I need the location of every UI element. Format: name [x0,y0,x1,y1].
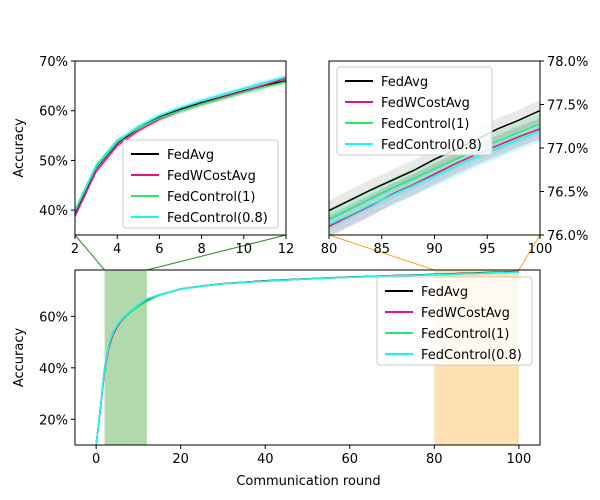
y-axis-label: Accuracy [12,328,27,388]
x-tick-label: 95 [479,242,496,257]
series-line [329,128,540,227]
x-tick-label: 80 [321,242,338,257]
legend-label: FedControl(1) [421,327,509,342]
plot-frame [74,60,287,236]
y-tick-label: 20% [39,413,68,428]
legend-frame [122,139,279,229]
y-tick-label: 60% [39,310,68,325]
series-line [329,129,540,226]
x-tick-label: 40 [257,452,274,467]
full-panel: 0 20 40 60 80 100 20% 40% 60% Accuracy Communicati… [12,269,541,489]
y-tick-label: 76.5% [547,186,588,201]
legend-label: FedWCostAvg [421,306,510,321]
y-tick-label: 70% [39,55,68,70]
zoom-connector [74,234,105,271]
legend: FedAvg FedWCostAvg FedControl(1) FedControl… [336,66,493,156]
legend-label: FedAvg [167,148,214,163]
legend-label: FedControl(1) [167,190,255,205]
zoom-early-panel: 2 4 6 8 10 12 40% 50% 60% 70% Accuracy FedAvg FedWCo… [12,55,294,257]
legend-label: FedControl(1) [381,117,469,132]
zoom-connector [146,234,287,271]
legend-label: FedControl(0.8) [421,348,522,363]
series-line [75,76,286,212]
y-axis-label: Accuracy [12,118,27,178]
y-tick-label: 60% [39,105,68,120]
x-tick-label: 10 [236,242,253,257]
zoom-connector [518,234,541,271]
series-line [75,81,286,211]
x-axis-label: Communication round [236,474,380,489]
legend-label: FedAvg [421,285,468,300]
x-tick-label: 80 [426,452,443,467]
series-line [329,109,540,212]
plot-area [75,74,286,219]
x-tick-label: 8 [197,242,205,257]
series-line [95,271,519,445]
legend: FedAvg FedWCostAvg FedControl(1) FedControl… [376,276,533,366]
x-tick-label: 100 [506,452,531,467]
legend-label: FedWCostAvg [381,96,470,111]
y-tick-label: 77.0% [547,142,588,157]
legend-label: FedAvg [381,75,428,90]
x-tick-label: 6 [155,242,163,257]
zoom-connector [328,234,435,271]
legend-label: FedControl(0.8) [167,211,268,226]
y-tick-label: 76.0% [547,229,588,244]
zoom-connectors [74,234,541,271]
x-tick-label: 20 [172,452,189,467]
x-tick-label: 100 [528,242,553,257]
x-tick-label: 12 [278,242,295,257]
series-band [75,75,286,219]
x-tick-label: 60 [341,452,358,467]
legend-frame [336,66,493,156]
y-tick-label: 78.0% [547,55,588,70]
legend-frame [376,276,533,366]
x-tick-label: 4 [113,242,121,257]
x-tick-label: 2 [71,242,79,257]
legend: FedAvg FedWCostAvg FedControl(1) FedControl… [122,139,279,229]
plot-frame [74,269,541,446]
y-tick-label: 50% [39,154,68,169]
x-tick-label: 85 [373,242,390,257]
highlight-span [104,270,147,445]
legend-label: FedWCostAvg [167,169,256,184]
series-line [329,122,540,221]
y-tick-label: 40% [39,362,68,377]
y-tick-label: 77.5% [547,99,588,114]
x-tick-label: 0 [92,452,100,467]
x-tick-label: 90 [426,242,443,257]
legend-label: FedControl(0.8) [381,138,482,153]
y-tick-label: 40% [39,204,68,219]
